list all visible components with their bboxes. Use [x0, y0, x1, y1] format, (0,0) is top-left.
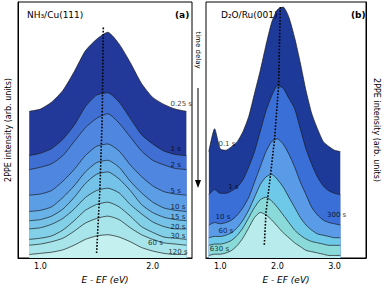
svg-text:300 s: 300 s [327, 211, 347, 219]
svg-text:1.0: 1.0 [34, 262, 47, 271]
svg-text:5 s: 5 s [171, 187, 182, 195]
svg-text:2PPE intensity (arb. units): 2PPE intensity (arb. units) [4, 78, 13, 182]
svg-text:60 s: 60 s [148, 239, 163, 247]
svg-text:0.1 s: 0.1 s [218, 140, 235, 148]
svg-text:120 s: 120 s [168, 248, 188, 256]
svg-text:2.0: 2.0 [146, 262, 159, 271]
svg-text:1 s: 1 s [228, 183, 239, 191]
svg-text:60 s: 60 s [218, 227, 233, 235]
svg-text:2.0: 2.0 [271, 262, 284, 271]
svg-text:(a): (a) [175, 10, 189, 20]
svg-text:E - EF (eV): E - EF (eV) [81, 275, 128, 285]
svg-text:NH₃/Cu(111): NH₃/Cu(111) [27, 10, 83, 20]
svg-text:1.0: 1.0 [214, 262, 227, 271]
svg-text:1 s: 1 s [171, 145, 182, 153]
svg-text:30 s: 30 s [171, 232, 186, 240]
svg-text:time delay: time delay [194, 31, 202, 68]
svg-text:2PPE intensity (arb. units): 2PPE intensity (arb. units) [372, 78, 381, 182]
svg-text:630 s: 630 s [210, 245, 230, 253]
svg-text:2 s: 2 s [171, 161, 182, 169]
svg-text:E - EF (eV): E - EF (eV) [262, 275, 309, 285]
svg-text:10 s: 10 s [216, 213, 231, 221]
svg-text:3.0: 3.0 [328, 262, 341, 271]
svg-text:D₂O/Ru(001): D₂O/Ru(001) [221, 10, 277, 20]
svg-text:15 s: 15 s [171, 213, 186, 221]
svg-text:10 s: 10 s [171, 203, 186, 211]
svg-text:(b): (b) [351, 10, 366, 20]
svg-text:20 s: 20 s [171, 223, 186, 231]
svg-text:0.25 s: 0.25 s [171, 100, 193, 108]
